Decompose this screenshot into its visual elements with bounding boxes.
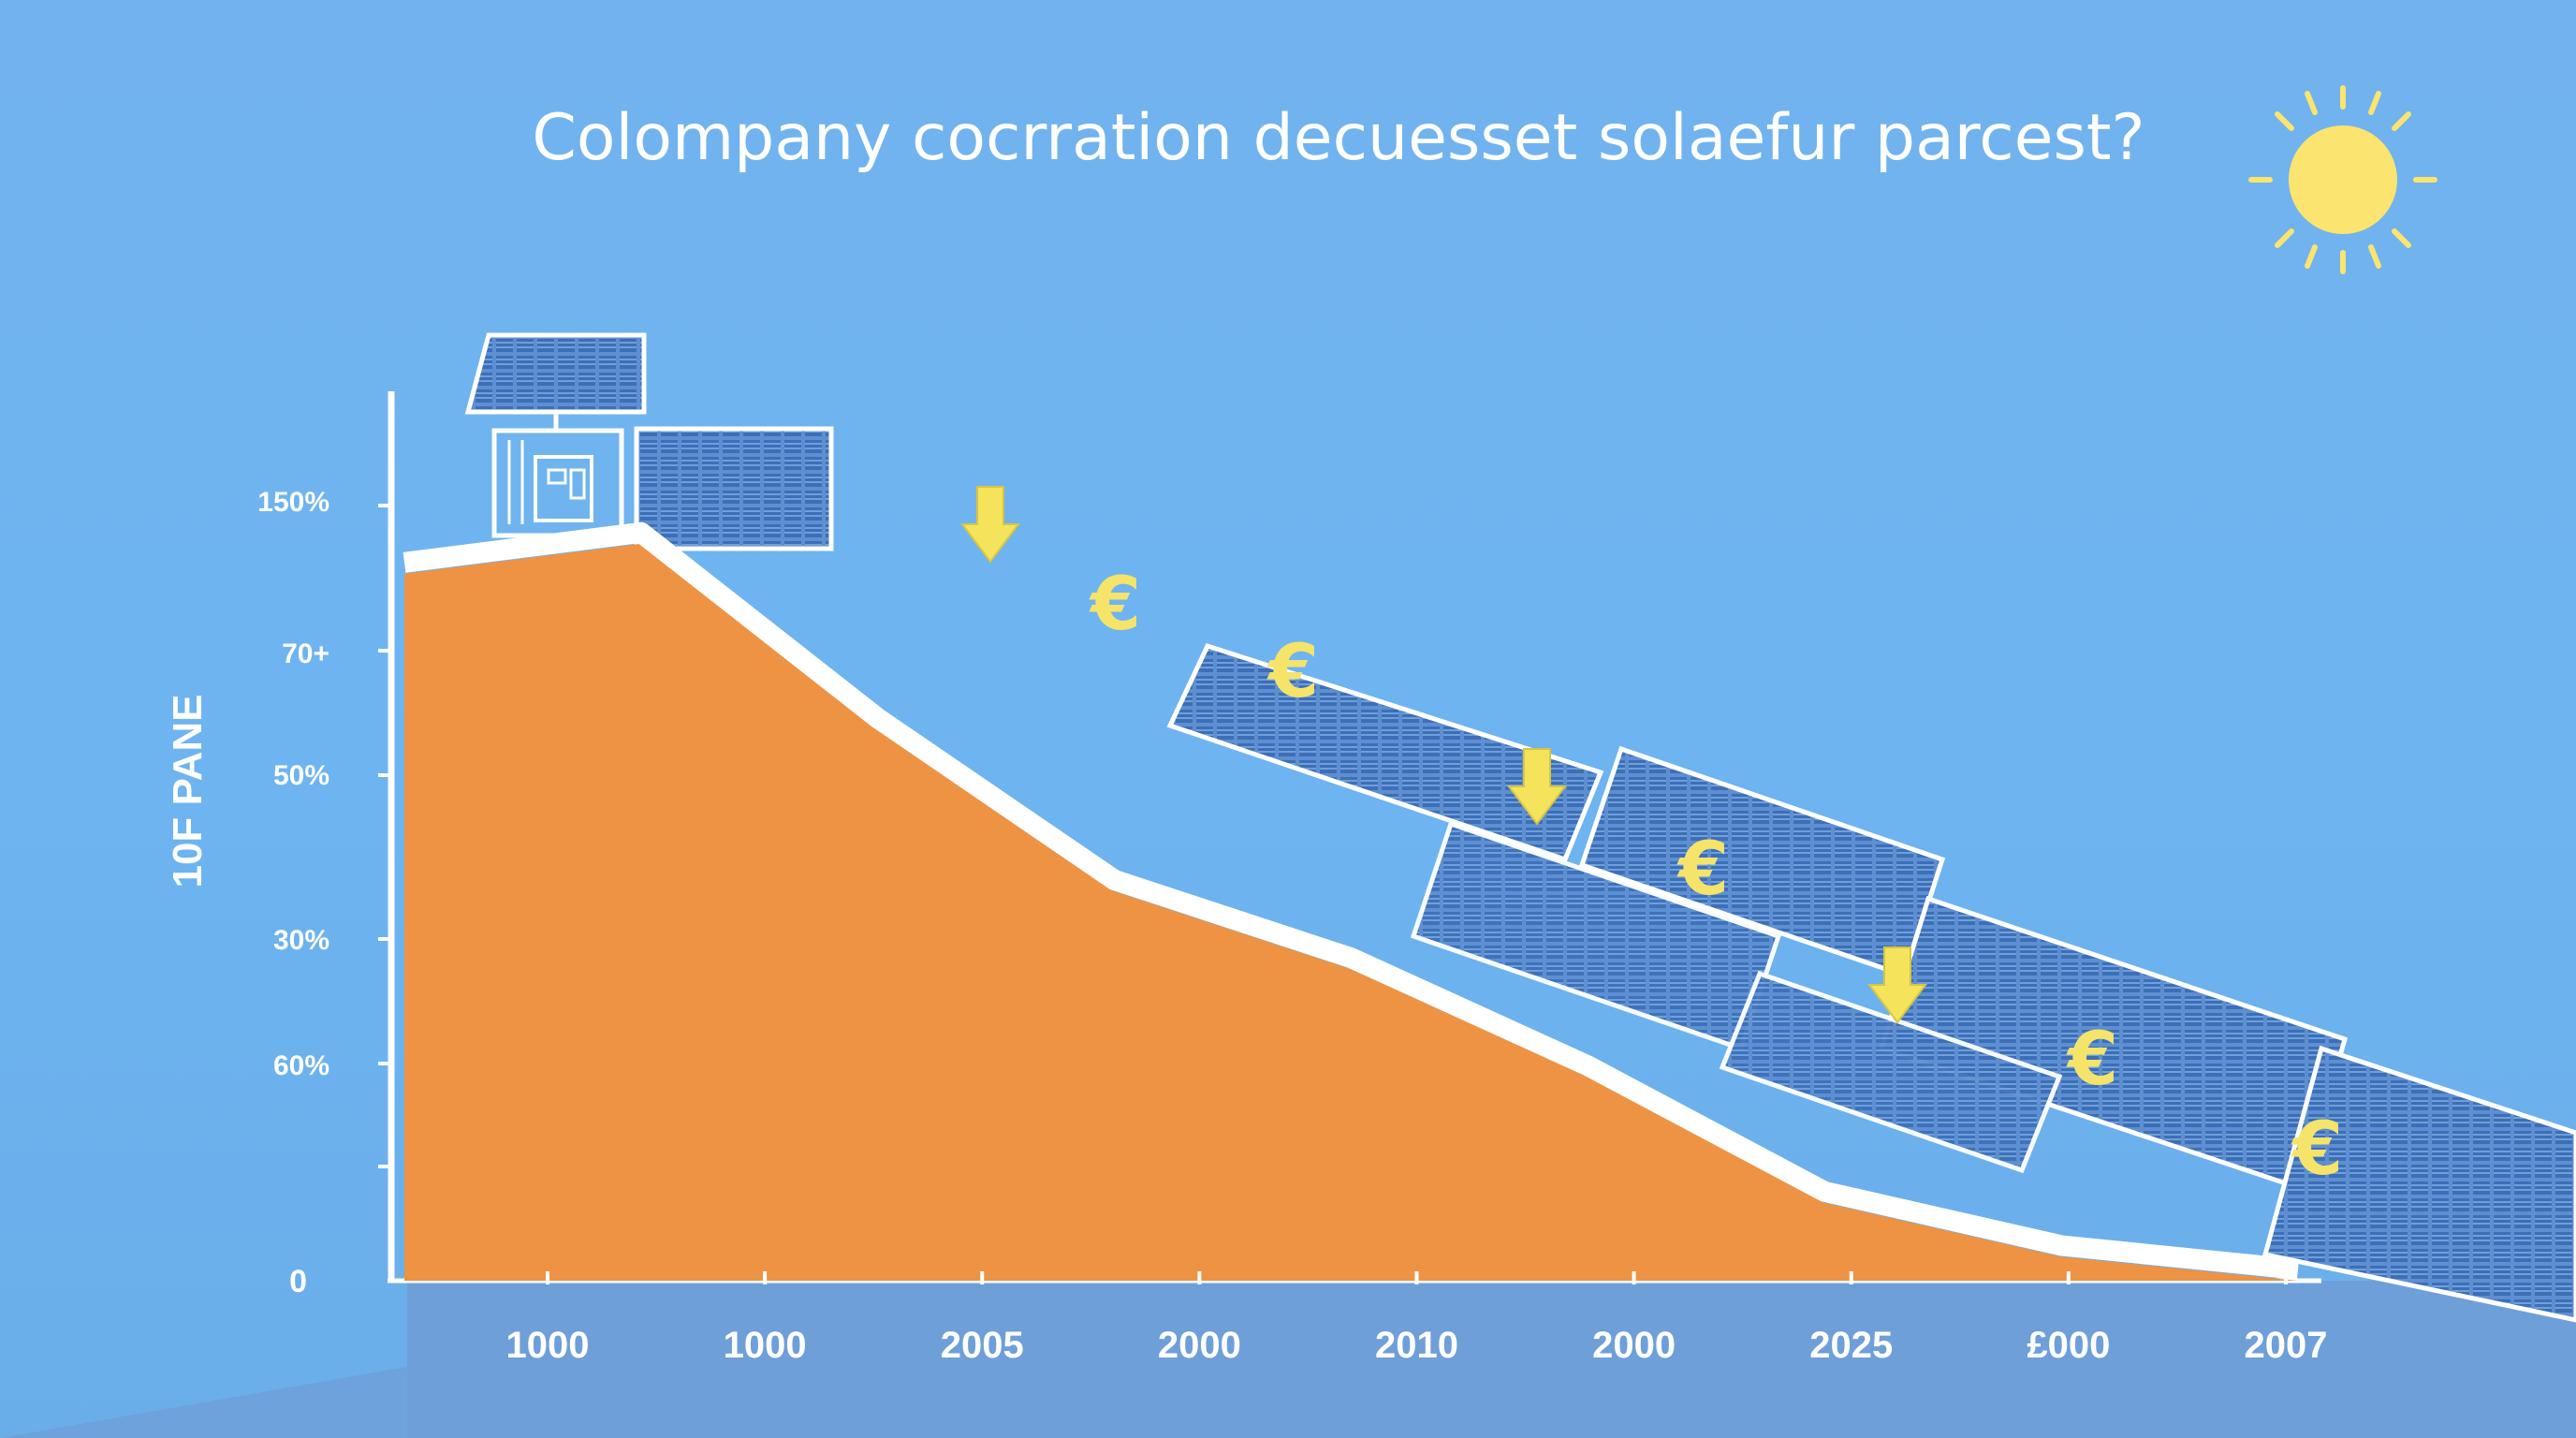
x-tick-label: £000 [2027, 1325, 2110, 1366]
y-tick-label-1: 60% [273, 1050, 329, 1081]
y-axis-ticks [378, 504, 391, 1168]
x-tick-label: 2000 [1158, 1325, 1241, 1366]
euro-icon: € [1266, 630, 1319, 714]
x-tick-label: 1000 [506, 1325, 590, 1366]
footer-band [407, 1281, 2576, 1438]
euro-icon: € [1676, 828, 1729, 912]
euro-icon: € [2291, 1108, 2343, 1192]
x-tick-label: 1000 [724, 1325, 807, 1366]
area-series [402, 521, 2300, 1281]
x-tick-label: 2005 [941, 1325, 1024, 1366]
y-tick-label-0: 0 [289, 1264, 307, 1299]
y-tick-label-3: 50% [273, 760, 329, 791]
down-arrow-icon [1867, 946, 1927, 1024]
footer-shadow [0, 1367, 407, 1438]
euro-icon: € [1089, 563, 1141, 647]
y-tick-label-2: 30% [273, 925, 329, 956]
x-tick-label: 2010 [1375, 1325, 1458, 1366]
solar-house-icon [464, 332, 647, 538]
y-tick-label-4: 70+ [282, 638, 329, 669]
area-fill [404, 543, 2298, 1281]
solar-panel-icon [634, 426, 834, 551]
series-line [402, 521, 2300, 1280]
down-arrow-icon [960, 486, 1020, 564]
down-arrow-icon [1507, 748, 1567, 826]
x-tick-label: 2007 [2245, 1325, 2328, 1366]
x-tick-label: 2025 [1809, 1325, 1893, 1366]
x-tick-label: 2000 [1592, 1325, 1676, 1366]
solar-panel-icon [1166, 642, 1604, 863]
y-axis-title: 10F PANE [165, 694, 211, 888]
y-tick-label-5: 150% [257, 487, 329, 518]
solar-panel-icon [2261, 1045, 2576, 1323]
chart-title: Colompany cocrration decuesset solaefur … [532, 101, 2144, 175]
sun-icon [2248, 85, 2437, 274]
solar-panel-icon [1719, 970, 2063, 1174]
euro-icon: € [2066, 1018, 2118, 1102]
x-axis-ticks: 1000 1000 2005 2000 2010 2000 2025 £000 2007 [506, 1271, 2328, 1366]
